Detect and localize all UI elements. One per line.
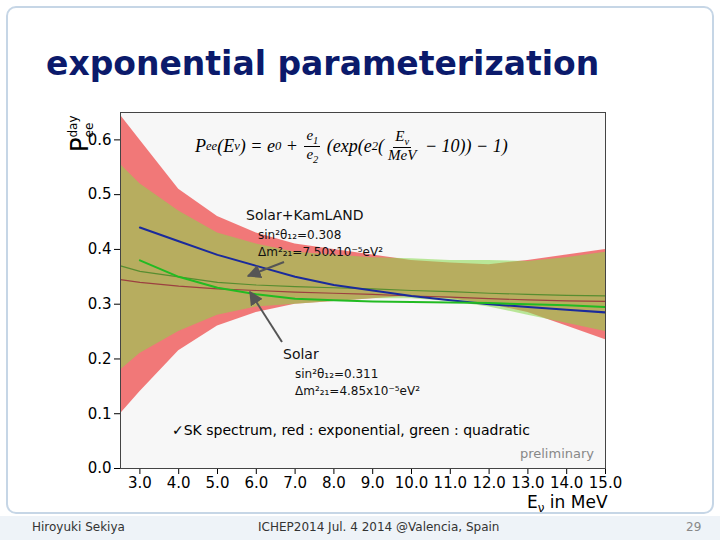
html-text:Eν: Eν: [395, 128, 410, 148]
svg-text:8.0: 8.0: [322, 474, 346, 492]
html-text:MeV − 10)) − 1): MeV − 10)) − 1): [388, 136, 508, 164]
svg-text:Δm²₂₁=4.85x10⁻⁵eV²: Δm²₂₁=4.85x10⁻⁵eV²: [295, 384, 420, 398]
html-text:Hiroyuki Sekiya: Hiroyuki Sekiya: [32, 520, 125, 534]
html-text:ICHEP2014 Jul. 4 2014 @Valenci: ICHEP2014 Jul. 4 2014 @Valencia, Spain: [258, 520, 500, 534]
svg-text:preliminary: preliminary: [520, 446, 594, 461]
svg-text:10.0: 10.0: [395, 474, 428, 492]
svg-text:15.0: 15.0: [589, 474, 622, 492]
svg-text:0.6: 0.6: [88, 131, 112, 149]
svg-text:0.5: 0.5: [88, 185, 112, 203]
svg-text:11.0: 11.0: [434, 474, 467, 492]
svg-text:0.1: 0.1: [88, 405, 112, 423]
html-text:e1: e1: [306, 127, 319, 146]
svg-text:13.0: 13.0: [511, 474, 544, 492]
svg-text:Pdayee: Pdayee: [66, 115, 96, 152]
svg-text:sin²θ₁₂=0.311: sin²θ₁₂=0.311: [295, 367, 378, 381]
html-text:e2: e2: [306, 146, 319, 165]
html-text:Pee(Eν) = e0+: Pee(Eν) = e0+: [195, 136, 303, 156]
html-text:29: 29: [686, 520, 702, 534]
svg-text:0.0: 0.0: [88, 459, 112, 477]
svg-text:6.0: 6.0: [244, 474, 268, 492]
svg-text:12.0: 12.0: [472, 474, 505, 492]
svg-text:4.0: 4.0: [167, 474, 191, 492]
svg-text:5.0: 5.0: [206, 474, 230, 492]
svg-text:Δm²₂₁=7.50x10⁻⁵eV²: Δm²₂₁=7.50x10⁻⁵eV²: [258, 245, 383, 259]
svg-text:7.0: 7.0: [283, 474, 307, 492]
svg-text:0.4: 0.4: [88, 240, 112, 258]
svg-text:Solar+KamLAND: Solar+KamLAND: [246, 207, 364, 223]
html-text:(exp(e2(: (exp(e2(: [322, 136, 385, 156]
svg-text:Eν in MeV: Eν in MeV: [527, 492, 608, 515]
html-text:exponential parameterization: exponential parameterization: [46, 44, 600, 83]
svg-text:0.2: 0.2: [88, 350, 112, 368]
svg-text:sin²θ₁₂=0.308: sin²θ₁₂=0.308: [258, 228, 341, 242]
svg-text:✓SK spectrum, red : exponentia: ✓SK spectrum, red : exponential, green :…: [172, 422, 530, 438]
svg-text:14.0: 14.0: [550, 474, 583, 492]
svg-text:3.0: 3.0: [128, 474, 152, 492]
svg-text:Solar: Solar: [283, 346, 319, 362]
svg-text:9.0: 9.0: [361, 474, 385, 492]
svg-text:0.3: 0.3: [88, 295, 112, 313]
